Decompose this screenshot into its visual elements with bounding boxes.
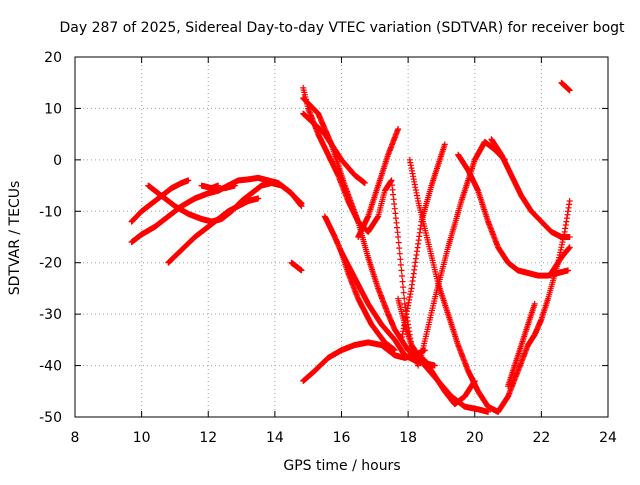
data-point-markers [495, 198, 573, 415]
x-tick-label: 12 [199, 430, 217, 446]
x-tick-label: 16 [333, 430, 351, 446]
x-tick-label: 22 [532, 430, 550, 446]
data-point-markers [406, 156, 502, 415]
data-track-12 [321, 213, 398, 354]
data-track-7 [288, 259, 305, 274]
data-track-17 [398, 141, 448, 343]
data-point-markers [165, 195, 262, 266]
axis-ticks: 8 10 12 14 16 18 20 22 24 -50 -40 -30 -20 -10 0 10 20 [39, 50, 617, 446]
x-tick-label: 8 [71, 430, 80, 446]
data-track-6 [221, 182, 238, 192]
data-track-24 [558, 79, 573, 94]
data-point-markers [128, 177, 192, 225]
data-point-markers [321, 213, 398, 354]
grid [75, 57, 608, 417]
x-tick-label: 20 [466, 430, 484, 446]
data-track-16 [406, 156, 502, 415]
y-tick-label: -40 [39, 359, 62, 375]
x-axis-label: GPS time / hours [283, 458, 400, 474]
y-tick-label: -10 [39, 204, 62, 220]
x-tick-label: 10 [133, 430, 151, 446]
data-point-markers [488, 136, 573, 240]
data-track-20 [488, 136, 573, 240]
data-point-markers [300, 95, 492, 415]
x-tick-label: 14 [266, 430, 284, 446]
data-point-markers [221, 182, 238, 192]
data-track-1 [128, 177, 192, 225]
y-tick-label: 10 [44, 101, 62, 117]
data-track-21 [495, 198, 573, 415]
x-tick-label: 18 [399, 430, 417, 446]
data-point-markers [300, 339, 428, 384]
data-point-markers [558, 79, 573, 94]
y-tick-label: -30 [39, 307, 62, 323]
y-tick-label: 20 [44, 50, 62, 66]
data-marks [128, 79, 573, 415]
y-axis-label: SDTVAR / TECUs [7, 181, 23, 296]
data-track-10 [300, 95, 492, 415]
data-track-11 [300, 339, 428, 384]
data-point-markers [548, 244, 573, 276]
y-tick-label: 0 [53, 153, 62, 169]
x-tick-label: 24 [599, 430, 617, 446]
data-track-23 [548, 244, 573, 276]
data-point-markers [355, 126, 402, 240]
data-track-22 [505, 300, 538, 390]
chart-title: Day 287 of 2025, Sidereal Day-to-day VTE… [59, 20, 625, 36]
data-point-markers [398, 141, 448, 343]
data-track-14 [355, 126, 402, 240]
y-tick-label: -50 [39, 410, 62, 426]
data-point-markers [198, 182, 222, 192]
y-tick-label: -20 [39, 256, 62, 272]
data-point-markers [288, 259, 305, 274]
data-track-4 [165, 195, 262, 266]
data-point-markers [505, 300, 538, 390]
data-track-5 [198, 182, 222, 192]
